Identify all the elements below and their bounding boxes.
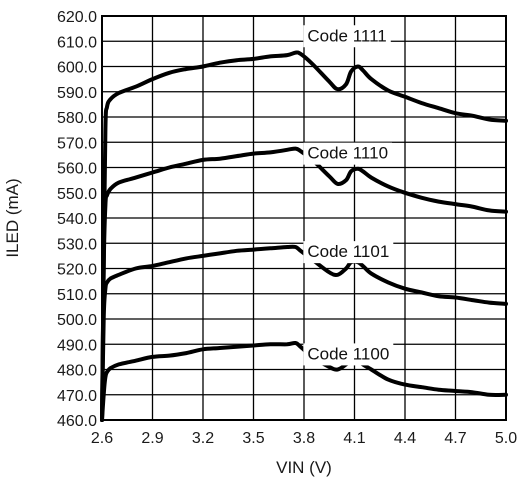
x-tick-label: 3.5 [242, 430, 264, 447]
series-label-bg [303, 241, 394, 264]
y-tick-label: 490.0 [57, 337, 97, 354]
series-label: Code 1111 [307, 26, 386, 45]
y-tick-label: 580.0 [57, 110, 97, 127]
series-line-3 [100, 340, 508, 422]
x-tick-label: 5.0 [495, 430, 517, 447]
y-tick-label: 570.0 [57, 135, 97, 152]
y-tick-label: 470.0 [57, 388, 97, 405]
x-tick-label: 2.6 [91, 430, 113, 447]
y-tick-label: 460.0 [57, 413, 97, 430]
y-tick-label: 530.0 [57, 236, 97, 253]
y-tick-label: 540.0 [57, 211, 97, 228]
y-tick-label: 480.0 [57, 363, 97, 380]
y-tick-label: 600.0 [57, 60, 97, 77]
series-label-bg [303, 25, 391, 48]
series-line-0 [100, 50, 508, 422]
x-tick-labels: 2.6 2.9 3.2 3.5 3.8 4.1 4.4 4.7 5.0 [91, 430, 517, 447]
x-tick-label: 4.4 [394, 430, 416, 447]
y-tick-label: 610.0 [57, 34, 97, 51]
y-tick-label: 560.0 [57, 161, 97, 178]
series-labels: Code 1111 Code 1110 Code 1101 Code 1100 [303, 25, 394, 366]
y-tick-label: 510.0 [57, 287, 97, 304]
y-axis-title: ILED (mA) [3, 178, 22, 257]
y-tick-label: 590.0 [57, 85, 97, 102]
series-label-bg [303, 142, 393, 165]
y-tick-labels: 460.0 470.0 480.0 490.0 500.0 510.0 520.0 530.0… [57, 9, 97, 430]
series-label: Code 1110 [307, 144, 388, 163]
series-label: Code 1100 [307, 344, 389, 363]
series-label-bg [303, 343, 394, 366]
x-tick-label: 4.7 [444, 430, 466, 447]
x-tick-label: 4.1 [343, 430, 365, 447]
series-label: Code 1101 [307, 242, 389, 261]
x-axis-title: VIN (V) [276, 458, 332, 477]
series-layer [100, 50, 508, 422]
y-tick-label: 620.0 [57, 9, 97, 26]
series-line-1 [100, 146, 508, 422]
plot-frame [101, 15, 507, 421]
y-tick-label: 500.0 [57, 312, 97, 329]
series-line-2 [100, 244, 508, 422]
y-tick-label: 520.0 [57, 262, 97, 279]
y-tick-label: 550.0 [57, 186, 97, 203]
x-tick-label: 3.2 [192, 430, 214, 447]
x-tick-label: 3.8 [293, 430, 315, 447]
x-tick-label: 2.9 [141, 430, 163, 447]
